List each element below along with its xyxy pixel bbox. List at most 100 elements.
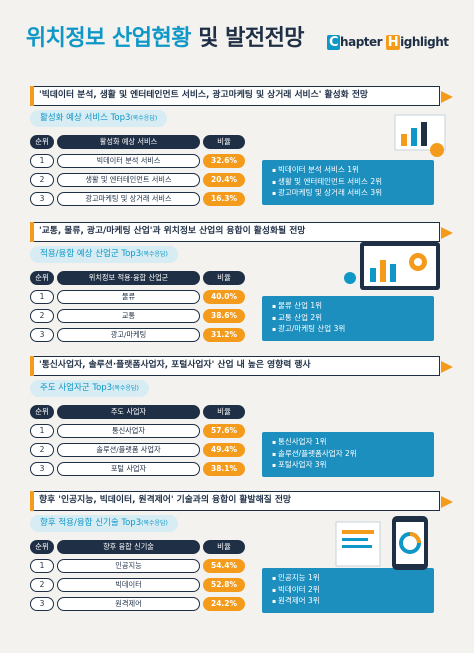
summary-item: 빅데이터 2위	[272, 585, 424, 597]
row-value: 49.4%	[203, 443, 245, 457]
section-2-summary: 물류 산업 1위 교통 산업 2위 광고/마케팅 산업 3위	[262, 296, 434, 341]
table-row: 3 포털 사업자 38.1%	[30, 462, 245, 476]
header-value: 비율	[203, 271, 245, 285]
row-name: 빅데이터	[57, 578, 200, 592]
subtitle-note: (복수응답)	[130, 115, 158, 122]
title-main: 위치정보 산업현황	[25, 26, 192, 51]
row-value: 31.2%	[203, 328, 245, 342]
title-sub: 및 발전전망	[198, 26, 305, 51]
table-row: 2 교통 38.6%	[30, 309, 245, 323]
table-row: 1 통신사업자 57.6%	[30, 424, 245, 438]
header-name: 활성화 예상 서비스	[57, 135, 200, 149]
row-value: 16.3%	[203, 192, 245, 206]
row-rank: 1	[30, 154, 54, 168]
summary-item: 빅데이터 분석 서비스 1위	[272, 165, 424, 177]
section-2-subtitle: 적용/융합 예상 산업군 Top3(복수응답)	[30, 246, 178, 263]
row-value: 20.4%	[203, 173, 245, 187]
summary-item: 통신사업자 1위	[272, 437, 424, 449]
row-rank: 2	[30, 173, 54, 187]
header-name: 향후 융합 신기술	[57, 540, 200, 554]
row-rank: 3	[30, 462, 54, 476]
header-value: 비율	[203, 540, 245, 554]
table-row: 3 원격제어 24.2%	[30, 597, 245, 611]
summary-item: 원격제어 3위	[272, 596, 424, 608]
header-rank: 순위	[30, 271, 54, 285]
row-rank: 1	[30, 559, 54, 573]
logo-h: H	[385, 35, 401, 50]
logo-chapter: hapter	[340, 35, 383, 49]
header-value: 비율	[203, 135, 245, 149]
row-value: 32.6%	[203, 154, 245, 168]
section-4-summary: 인공지능 1위 빅데이터 2위 원격제어 3위	[262, 568, 434, 613]
logo-c: C	[327, 35, 341, 50]
table-row: 1 빅데이터 분석 서비스 32.6%	[30, 154, 245, 168]
row-value: 52.8%	[203, 578, 245, 592]
subtitle-text: 활성화 예상 서비스 Top3	[40, 113, 131, 123]
header-value: 비율	[203, 405, 245, 419]
summary-item: 물류 산업 1위	[272, 301, 424, 313]
header-rank: 순위	[30, 405, 54, 419]
row-rank: 2	[30, 578, 54, 592]
table-row: 3 광고마케팅 및 상거래 서비스 16.3%	[30, 192, 245, 206]
row-name: 교통	[57, 309, 200, 323]
section-3-headline: '통신사업자, 솔루션·플랫폼사업자, 포털사업자' 산업 내 높은 영향력 행…	[29, 355, 453, 376]
header-name: 위치정보 적용·융합 산업군	[57, 271, 200, 285]
table-row: 1 인공지능 54.4%	[30, 559, 245, 573]
row-value: 40.0%	[203, 290, 245, 304]
row-rank: 2	[30, 443, 54, 457]
row-rank: 1	[30, 290, 54, 304]
row-rank: 3	[30, 192, 54, 206]
row-rank: 3	[30, 597, 54, 611]
page-title: 위치정보 산업현황 및 발전전망	[0, 20, 330, 52]
row-name: 광고/마케팅	[57, 328, 200, 342]
summary-item: 교통 산업 2위	[272, 313, 424, 325]
row-name: 물류	[57, 290, 200, 304]
subtitle-note: (복수응답)	[141, 251, 168, 258]
header-rank: 순위	[30, 540, 54, 554]
table-row: 2 빅데이터 52.8%	[30, 578, 245, 592]
smartphone-report-illustration	[335, 516, 428, 570]
dashboard-illustration	[344, 242, 440, 290]
section-3-summary: 통신사업자 1위 솔루션/플랫폼사업자 2위 포털사업자 3위	[262, 432, 434, 477]
header-name: 주도 사업자	[57, 405, 200, 419]
section-4-headline: 향후 '인공지능, 빅데이터, 원격제어' 기술과의 융합이 활발해질 전망	[29, 490, 453, 511]
table-header: 순위 주도 사업자 비율	[30, 405, 245, 419]
section-1-table: 순위 활성화 예상 서비스 비율 1 빅데이터 분석 서비스 32.6% 2 생활 및 엔…	[30, 135, 245, 211]
row-name: 원격제어	[57, 597, 200, 611]
row-name: 통신사업자	[57, 424, 200, 438]
subtitle-text: 향후 적용/융합 신기술 Top3	[40, 518, 142, 528]
row-rank: 3	[30, 328, 54, 342]
summary-item: 생활 및 엔터테인먼트 서비스 2위	[272, 177, 424, 189]
section-1-subtitle: 활성화 예상 서비스 Top3(복수응답)	[30, 110, 168, 127]
chart-board-illustration	[394, 114, 446, 157]
subtitle-text: 적용/융합 예상 산업군 Top3	[40, 249, 142, 259]
row-name: 광고마케팅 및 상거래 서비스	[57, 192, 200, 206]
summary-item: 광고/마케팅 산업 3위	[272, 324, 424, 336]
row-name: 생활 및 엔터테인먼트 서비스	[57, 173, 200, 187]
summary-item: 솔루션/플랫폼사업자 2위	[272, 449, 424, 461]
row-name: 빅데이터 분석 서비스	[57, 154, 200, 168]
subtitle-text: 주도 사업자군 Top3	[40, 383, 113, 393]
section-2-table: 순위 위치정보 적용·융합 산업군 비율 1 물류 40.0% 2 교통 38.6% 3 광고…	[30, 271, 245, 347]
section-4-table: 순위 향후 융합 신기술 비율 1 인공지능 54.4% 2 빅데이터 52.8% 3 원격제…	[30, 540, 245, 616]
logo-highlight: ighlight	[400, 35, 449, 49]
row-value: 54.4%	[203, 559, 245, 573]
row-value: 24.2%	[203, 597, 245, 611]
summary-item: 광고마케팅 및 상거래 서비스 3위	[272, 188, 424, 200]
table-row: 3 광고/마케팅 31.2%	[30, 328, 245, 342]
row-value: 57.6%	[203, 424, 245, 438]
table-row: 2 솔루션/플랫폼 사업자 49.4%	[30, 443, 245, 457]
row-rank: 2	[30, 309, 54, 323]
table-header: 순위 위치정보 적용·융합 산업군 비율	[30, 271, 245, 285]
summary-item: 인공지능 1위	[272, 573, 424, 585]
row-name: 인공지능	[57, 559, 200, 573]
table-header: 순위 향후 융합 신기술 비율	[30, 540, 245, 554]
table-row: 2 생활 및 엔터테인먼트 서비스 20.4%	[30, 173, 245, 187]
section-4-subtitle: 향후 적용/융합 신기술 Top3(복수응답)	[30, 515, 178, 532]
section-2-headline: '교통, 물류, 광고/마케팅 산업'과 위치정보 산업의 융합이 활성화될 전…	[29, 221, 453, 242]
summary-item: 포털사업자 3위	[272, 460, 424, 472]
section-3-subtitle: 주도 사업자군 Top3(복수응답)	[30, 380, 149, 397]
row-name: 솔루션/플랫폼 사업자	[57, 443, 200, 457]
header-rank: 순위	[30, 135, 54, 149]
